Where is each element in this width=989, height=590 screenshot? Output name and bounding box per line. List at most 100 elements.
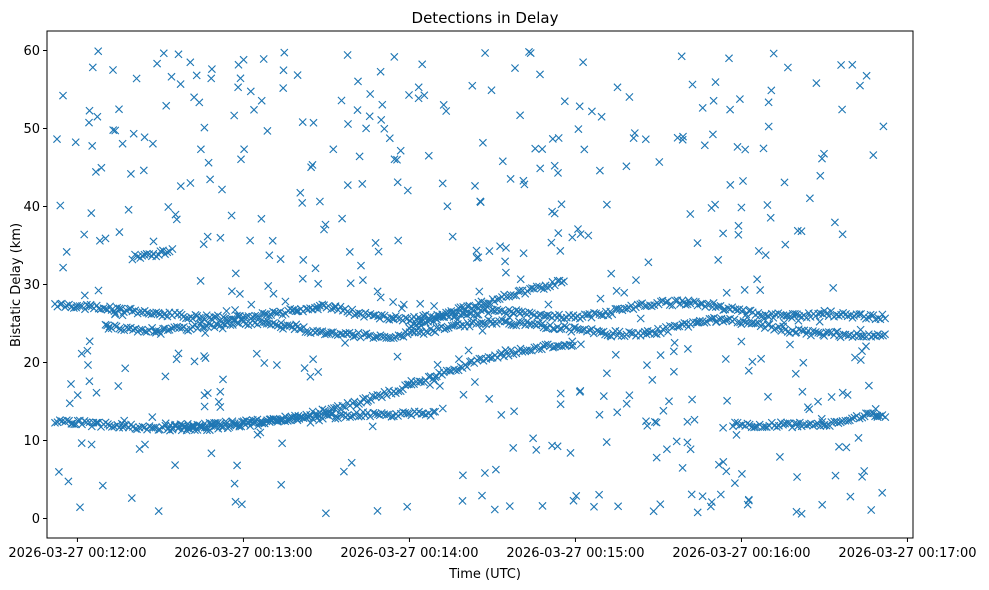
data-point	[264, 282, 273, 290]
data-point	[820, 149, 828, 158]
data-point	[576, 230, 585, 239]
data-point	[118, 139, 127, 148]
data-point	[190, 357, 199, 366]
data-point	[665, 397, 673, 406]
data-point	[344, 120, 352, 128]
x-axis-title: Time (UTC)	[448, 567, 521, 582]
data-point	[352, 408, 361, 417]
data-point	[525, 47, 533, 56]
data-point	[509, 291, 518, 300]
data-point	[152, 326, 161, 335]
data-point	[843, 390, 852, 399]
data-point	[71, 138, 80, 147]
data-point	[549, 343, 557, 352]
data-point	[172, 215, 181, 224]
data-point	[690, 415, 699, 424]
data-point	[535, 345, 543, 354]
data-point	[405, 323, 414, 332]
data-point	[390, 155, 399, 164]
data-point	[235, 289, 244, 298]
data-point	[164, 203, 173, 211]
data-point	[643, 361, 651, 370]
data-point	[648, 375, 657, 384]
data-point	[673, 133, 682, 142]
data-point	[478, 326, 487, 335]
data-point	[725, 54, 733, 63]
data-point	[397, 304, 406, 313]
data-point	[139, 166, 148, 175]
data-point	[354, 328, 363, 337]
data-point	[719, 317, 728, 326]
data-point	[783, 63, 792, 72]
data-point	[500, 317, 509, 326]
data-point	[656, 500, 665, 509]
data-point	[394, 387, 403, 396]
data-point	[416, 299, 425, 308]
data-point	[67, 380, 75, 388]
data-point	[174, 50, 183, 59]
data-point	[719, 457, 728, 466]
data-point	[124, 205, 133, 214]
data-point	[125, 304, 133, 313]
data-point	[138, 251, 147, 260]
data-point	[814, 397, 822, 406]
data-point	[797, 326, 806, 335]
data-point	[260, 359, 269, 367]
data-point	[345, 247, 354, 256]
data-point	[683, 300, 692, 309]
data-point	[426, 312, 435, 321]
data-point	[382, 391, 391, 400]
data-point	[481, 49, 490, 57]
data-point	[280, 48, 289, 57]
data-point	[802, 421, 811, 430]
data-point	[167, 72, 176, 81]
data-point	[143, 425, 152, 434]
data-point	[509, 321, 518, 330]
data-point	[490, 505, 499, 514]
data-point	[177, 324, 186, 332]
data-point	[527, 284, 536, 293]
data-point	[743, 500, 752, 509]
data-point	[629, 134, 638, 143]
data-point	[583, 310, 592, 319]
data-point	[612, 286, 621, 295]
data-point	[502, 243, 510, 252]
data-point	[502, 292, 511, 301]
data-point	[587, 107, 596, 116]
data-point	[443, 202, 452, 211]
data-point	[429, 407, 438, 416]
data-point	[781, 240, 790, 249]
data-point	[283, 321, 292, 330]
data-point	[838, 230, 847, 239]
data-point	[493, 295, 502, 304]
data-point	[669, 367, 678, 376]
data-point	[553, 276, 562, 285]
data-point	[856, 81, 864, 90]
data-point	[365, 112, 374, 121]
data-point	[334, 414, 343, 423]
data-point	[231, 497, 240, 506]
data-point	[195, 98, 204, 107]
data-point	[432, 372, 441, 381]
data-point	[520, 180, 529, 189]
data-point	[80, 230, 89, 239]
data-point	[764, 122, 773, 131]
data-point	[465, 309, 474, 318]
data-point	[124, 324, 133, 333]
data-point	[135, 325, 144, 334]
data-point	[585, 310, 594, 318]
y-tick-label: 50	[23, 122, 40, 137]
data-point	[107, 422, 116, 431]
data-point	[296, 188, 305, 197]
data-point	[688, 80, 697, 89]
data-point	[678, 296, 687, 305]
data-point	[85, 106, 94, 115]
data-point	[196, 145, 205, 154]
data-point	[129, 325, 137, 334]
data-point	[269, 307, 277, 316]
data-point	[627, 329, 636, 337]
data-point	[642, 330, 651, 339]
data-point	[315, 197, 324, 206]
data-point	[468, 81, 477, 90]
data-point	[167, 324, 176, 333]
